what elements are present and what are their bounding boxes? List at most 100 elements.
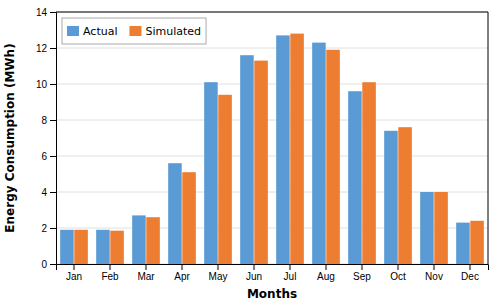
bar bbox=[204, 82, 218, 264]
tick-label: Mar bbox=[137, 271, 155, 282]
tick-label: 6 bbox=[41, 151, 47, 162]
tick-label: Jan bbox=[66, 271, 82, 282]
tick-label: May bbox=[209, 271, 228, 282]
bar bbox=[384, 131, 398, 264]
tick-label: 0 bbox=[41, 259, 47, 270]
tick-mark bbox=[50, 84, 56, 85]
frame-line bbox=[56, 12, 488, 13]
axis-line bbox=[50, 13, 57, 265]
tick-mark bbox=[50, 12, 56, 13]
tick-label: 8 bbox=[41, 115, 47, 126]
tick-label: Nov bbox=[425, 271, 443, 282]
bar bbox=[60, 230, 74, 264]
tick-mark bbox=[50, 156, 56, 157]
bar bbox=[110, 231, 124, 264]
x-axis: Jan Feb Mar Apr May Jun Jul Aug Sep Oct Nov Dec bbox=[57, 264, 489, 282]
tick-mark bbox=[254, 264, 255, 270]
legend-swatch bbox=[129, 26, 141, 36]
tick: 10 bbox=[36, 79, 56, 90]
tick: Feb bbox=[101, 264, 119, 282]
tick-label: 10 bbox=[36, 79, 48, 90]
tick-mark bbox=[74, 264, 75, 270]
tick-mark bbox=[50, 264, 56, 265]
tick-label: Sep bbox=[353, 271, 371, 282]
bar bbox=[96, 230, 110, 264]
tick: 12 bbox=[36, 43, 56, 54]
tick-label: Apr bbox=[174, 271, 190, 282]
tick-mark bbox=[50, 48, 56, 49]
legend-label: Actual bbox=[83, 25, 117, 38]
tick-mark bbox=[110, 264, 111, 270]
bar bbox=[470, 221, 484, 264]
bar-series bbox=[60, 35, 470, 264]
tick-label: Dec bbox=[461, 271, 479, 282]
grid-line bbox=[56, 12, 488, 13]
bar bbox=[254, 61, 268, 264]
tick-mark bbox=[182, 264, 183, 270]
bars bbox=[60, 34, 484, 264]
bar-series bbox=[74, 34, 484, 264]
tick-mark bbox=[50, 120, 56, 121]
x-axis-title: Months bbox=[247, 287, 297, 301]
tick: Apr bbox=[174, 264, 190, 282]
tick-label: Feb bbox=[101, 271, 119, 282]
tick: Jun bbox=[246, 264, 262, 282]
bar bbox=[218, 95, 232, 264]
legend-item: Actual bbox=[67, 25, 117, 38]
bar bbox=[456, 223, 470, 264]
bar bbox=[168, 163, 182, 264]
frame-line bbox=[488, 12, 489, 264]
tick-label: Jul bbox=[284, 271, 297, 282]
tick: Aug bbox=[317, 264, 335, 282]
tick: Oct bbox=[390, 264, 406, 282]
tick-label: 12 bbox=[36, 43, 48, 54]
legend-box bbox=[62, 18, 206, 44]
tick: 0 bbox=[41, 259, 56, 270]
tick: May bbox=[209, 264, 228, 282]
bar bbox=[74, 230, 88, 264]
tick-mark bbox=[218, 264, 219, 270]
bar bbox=[276, 35, 290, 264]
y-axis-title: Energy Consumption (MWh) bbox=[3, 43, 17, 232]
grid-line bbox=[56, 120, 488, 121]
bar bbox=[240, 55, 254, 264]
bar bbox=[132, 215, 146, 264]
tick: Nov bbox=[425, 264, 443, 282]
tick-mark bbox=[50, 192, 56, 193]
bar bbox=[434, 192, 448, 264]
tick-label: 14 bbox=[36, 7, 48, 18]
tick-mark bbox=[398, 264, 399, 270]
tick-mark bbox=[50, 228, 56, 229]
tick: 6 bbox=[41, 151, 56, 162]
tick-mark bbox=[290, 264, 291, 270]
tick: 8 bbox=[41, 115, 56, 126]
tick: Jan bbox=[66, 264, 82, 282]
tick-mark bbox=[326, 264, 327, 270]
bar bbox=[348, 91, 362, 264]
tick: Mar bbox=[137, 264, 155, 282]
grid-line bbox=[56, 84, 488, 85]
bar bbox=[312, 43, 326, 264]
y-axis: 0 2 4 6 8 10 12 14 bbox=[36, 7, 57, 270]
plot: 0 2 4 6 8 10 12 14 Jan Feb Mar Apr May Jun Jul Aug Sep Oc… bbox=[36, 7, 489, 282]
tick-mark bbox=[146, 264, 147, 270]
tick-label: Jun bbox=[246, 271, 262, 282]
tick: 2 bbox=[41, 223, 56, 234]
tick: 14 bbox=[36, 7, 56, 18]
tick-mark bbox=[434, 264, 435, 270]
tick-mark bbox=[362, 264, 363, 270]
chart-container: 0 2 4 6 8 10 12 14 Jan Feb Mar Apr May Jun Jul Aug Sep Oc… bbox=[0, 0, 500, 306]
tick: Jul bbox=[284, 264, 297, 282]
bar bbox=[182, 172, 196, 264]
bar bbox=[146, 217, 160, 264]
legend-item: Simulated bbox=[129, 25, 201, 38]
legend-label: Simulated bbox=[145, 25, 201, 38]
tick: Dec bbox=[461, 264, 479, 282]
grid-line bbox=[56, 48, 488, 49]
tick-label: 4 bbox=[41, 187, 47, 198]
legend-swatch bbox=[67, 26, 79, 36]
tick: 4 bbox=[41, 187, 56, 198]
legend: Actual Simulated bbox=[62, 18, 206, 44]
bar bbox=[326, 50, 340, 264]
chart-svg: 0 2 4 6 8 10 12 14 Jan Feb Mar Apr May Jun Jul Aug Sep Oc… bbox=[0, 0, 500, 306]
